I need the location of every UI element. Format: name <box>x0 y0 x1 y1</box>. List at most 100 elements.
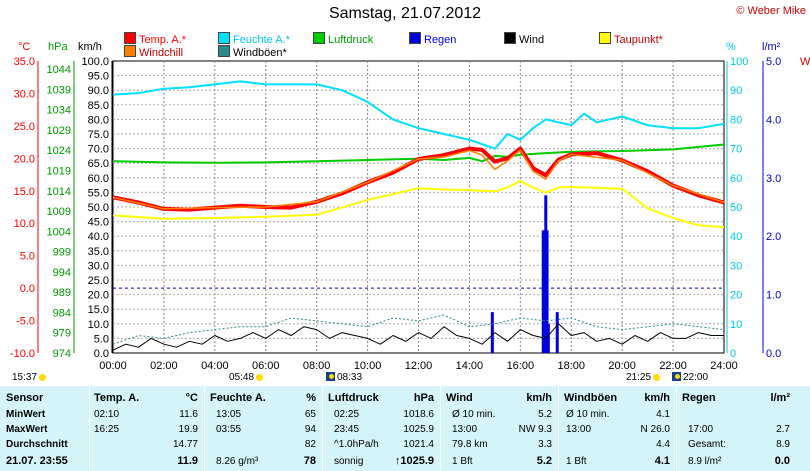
wind-axis-tick-label: 10.0 <box>88 319 109 331</box>
humidity-axis-tick-label: 20 <box>730 290 742 302</box>
pressure-axis-tick-label: 1014 <box>47 186 71 198</box>
moon-icon <box>672 372 681 381</box>
gust-current-value: 4.1 <box>654 455 670 467</box>
copyright: © Weber Mike <box>736 5 806 17</box>
rain-header: Regen <box>682 392 716 404</box>
rain-bar <box>545 230 549 353</box>
wind-axis-tick-label: 25.0 <box>88 275 109 287</box>
pressure-axis-tick-label: 1004 <box>47 226 71 238</box>
pressure-axis-tick-label: 994 <box>53 267 71 279</box>
last-timestamp: 21.07. 23:55 <box>6 455 68 467</box>
temp-avg-value: 14.77 <box>172 439 198 450</box>
temp-axis-tick-label: -10.0 <box>10 348 35 360</box>
wind-header: Wind <box>446 392 473 404</box>
chart-title: Samstag, 21.07.2012 <box>328 5 482 22</box>
humidity-axis-unit: % <box>726 41 736 53</box>
rain-axis-tick-label: 2.0 <box>766 231 781 243</box>
humidity-max-time: 03:55 <box>216 424 242 435</box>
wind-unit: km/h <box>526 392 552 404</box>
humidity-min-value: 65 <box>304 409 316 420</box>
pressure-axis-tick-label: 1029 <box>47 125 71 137</box>
wind-axis-tick-label: 95.0 <box>88 71 109 83</box>
pressure-axis-tick-label: 1024 <box>47 145 71 157</box>
rain-bar <box>546 323 550 353</box>
temp-axis-tick-label: 10.0 <box>14 218 35 230</box>
wind-axis-unit: km/h <box>78 41 102 53</box>
x-tick-label: 04:00 <box>201 360 229 372</box>
humidity-header: Feuchte A. <box>210 392 266 404</box>
gust-avg-label: Ø 10 min. <box>566 409 610 420</box>
pressure-avg-value: 1021.4 <box>403 439 434 450</box>
series-line-wind <box>112 323 724 351</box>
humidity-axis-tick-label: 0 <box>730 348 736 360</box>
legend-dewpoint-swatch <box>599 32 611 44</box>
wind-axis-tick-label: 60.0 <box>88 173 109 185</box>
humidity-absolute: 8.26 g/m³ <box>216 456 259 467</box>
stats-table: Sensor MinWert MaxWert Durchschnitt 21.0… <box>0 386 810 471</box>
wind-avg-label: Ø 10 min. <box>452 409 496 420</box>
rain-day-total: 8.9 l/m² <box>688 456 722 467</box>
rain-axis-tick-label: 5.0 <box>766 56 781 68</box>
wind-axis-tick-label: 70.0 <box>88 144 109 156</box>
legend-wind: Wind <box>504 32 544 46</box>
wind-axis-tick-label: 85.0 <box>88 100 109 112</box>
axes: 00:00 02:00 04:00 06:00 08:00 10:00 12:00 14:00… <box>10 56 781 372</box>
wind-distance: 79.8 km <box>452 439 488 450</box>
pressure-axis-tick-label: 1044 <box>47 64 71 76</box>
humidity-axis-tick-label: 50 <box>730 202 742 214</box>
temp-axis-tick-label: 25.0 <box>14 121 35 133</box>
wind-axis-tick-label: 100.0 <box>81 56 109 68</box>
legend-humidity: Feuchte A.* <box>218 32 290 46</box>
temp-max-value: 19.9 <box>178 424 198 435</box>
temp-min-time: 02:10 <box>94 409 120 420</box>
stats-wind-col: Wind km/h Ø 10 min. 5.2 13:00 NW 9.3 79.8 k… <box>446 386 554 471</box>
legend-gusts: Windböen* <box>218 45 287 59</box>
humidity-axis-tick-label: 40 <box>730 231 742 243</box>
temp-axis-tick-label: 5.0 <box>20 251 35 263</box>
pressure-min-value: 1018.6 <box>403 409 434 420</box>
temp-axis-tick-label: -5.0 <box>16 316 35 328</box>
rain-axis-tick-label: 4.0 <box>766 114 781 126</box>
wind-axis-tick-label: 65.0 <box>88 158 109 170</box>
temp-current-value: 11.9 <box>177 455 198 467</box>
gust-max-value: N 26.0 <box>640 424 670 435</box>
avg-label: Durchschnitt <box>6 439 68 450</box>
legend-wind-swatch <box>504 32 516 44</box>
series-line-windchill <box>112 149 725 210</box>
humidity-axis-tick-label: 100 <box>730 56 748 68</box>
pressure-header: Luftdruck <box>328 392 379 404</box>
x-tick-label: 00:00 <box>99 360 127 372</box>
pressure-axis-unit: hPa <box>48 41 68 53</box>
x-tick-label: 14:00 <box>456 360 484 372</box>
humidity-axis-tick-label: 80 <box>730 114 742 126</box>
series-line-feuchte-a <box>112 80 725 150</box>
rain-unit: l/m² <box>770 392 790 404</box>
gust-max-time: 13:00 <box>566 424 592 435</box>
stats-pressure-col: Luftdruck hPa 02:25 1018.6 23:45 1025.9 ^1.… <box>328 386 436 471</box>
gust-unit: km/h <box>644 392 670 404</box>
wind-axis-tick-label: 45.0 <box>88 217 109 229</box>
sun-icon <box>653 374 661 381</box>
series-line-taupunkt <box>112 180 725 229</box>
humidity-avg-value: 82 <box>304 439 316 450</box>
wind-axis-tick-label: 80.0 <box>88 114 109 126</box>
temp-unit: °C <box>185 392 198 404</box>
wind-axis-tick-label: 0.0 <box>94 348 109 360</box>
temp-axis-tick-label: 30.0 <box>14 88 35 100</box>
wind-axis-tick-label: 35.0 <box>88 246 109 258</box>
right-edge-label: W <box>800 56 810 68</box>
x-tick-label: 16:00 <box>507 360 535 372</box>
wind-axis-tick-label: 40.0 <box>88 231 109 243</box>
temp-min-value: 11.6 <box>179 409 198 420</box>
wind-avg-value: 5.2 <box>538 409 552 420</box>
x-tick-label: 20:00 <box>608 360 636 372</box>
pressure-axis-tick-label: 1009 <box>47 206 71 218</box>
wind-axis-tick-label: 90.0 <box>88 85 109 97</box>
grid <box>113 61 724 353</box>
x-tick-label: 08:00 <box>303 360 331 372</box>
wind-max-time: 13:00 <box>452 424 478 435</box>
wind-axis-tick-label: 5.0 <box>94 333 109 345</box>
sun-icon <box>39 374 47 381</box>
humidity-axis-tick-label: 70 <box>730 144 742 156</box>
rain-bar <box>555 312 559 353</box>
